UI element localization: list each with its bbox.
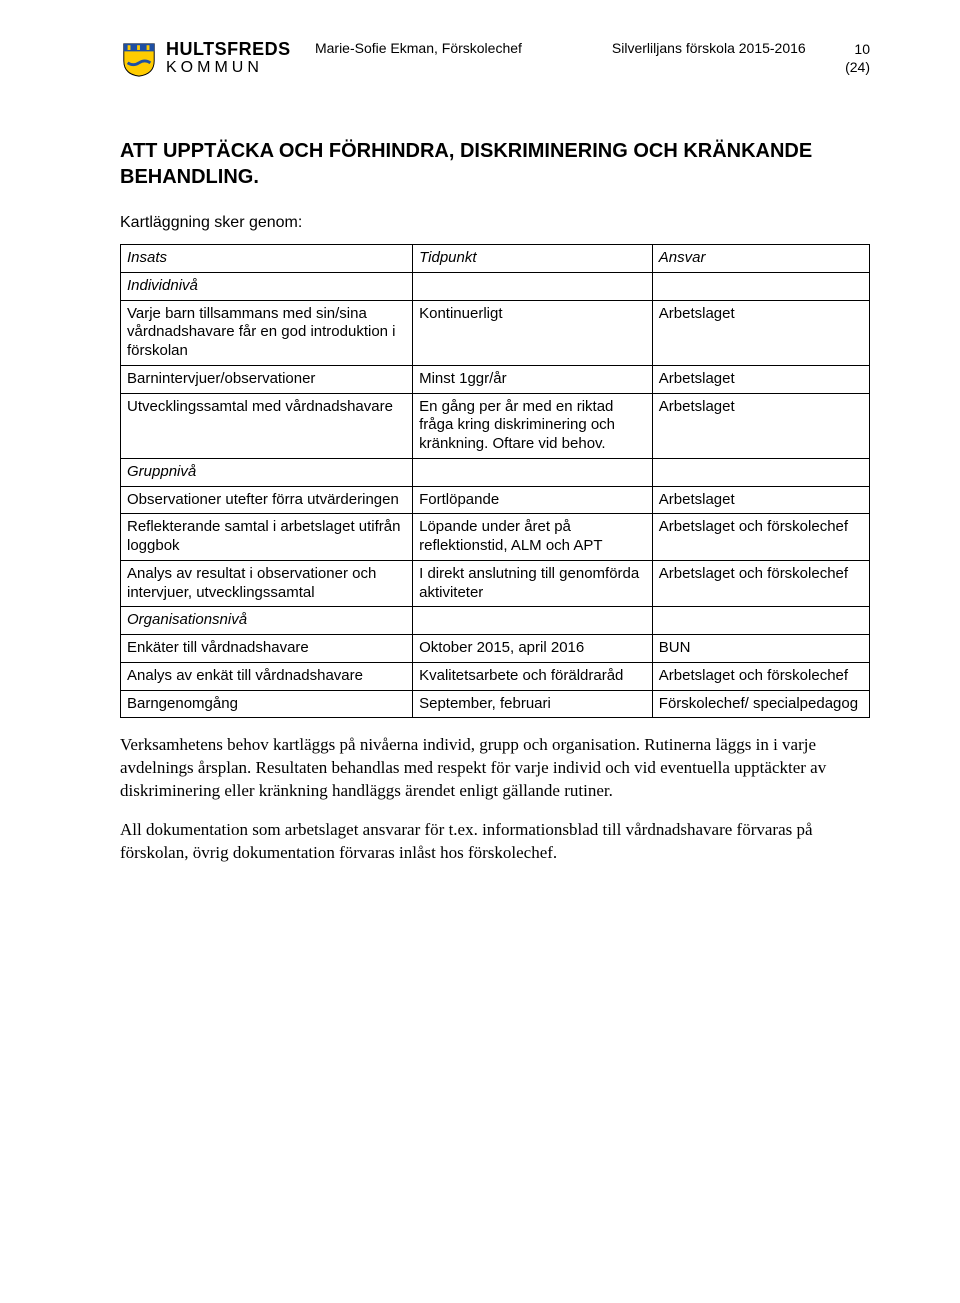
table-row: Varje barn tillsammans med sin/sina vård… xyxy=(121,300,870,365)
cell: Arbetslaget xyxy=(652,393,869,458)
cell: Barngenomgång xyxy=(121,690,413,718)
cell: Arbetslaget xyxy=(652,365,869,393)
header-meta: Marie-Sofie Ekman, Förskolechef Silverli… xyxy=(315,40,806,56)
page-number: 10 (24) xyxy=(830,40,870,76)
cell-empty xyxy=(652,272,869,300)
table-row: Utvecklingssamtal med vårdnadshavare En … xyxy=(121,393,870,458)
table-row: Barnintervjuer/observationer Minst 1ggr/… xyxy=(121,365,870,393)
th-insats: Insats xyxy=(121,245,413,273)
cell: Varje barn tillsammans med sin/sina vård… xyxy=(121,300,413,365)
cell: En gång per år med en riktad fråga kring… xyxy=(413,393,653,458)
cell: Utvecklingssamtal med vårdnadshavare xyxy=(121,393,413,458)
cell: Arbetslaget och förskolechef xyxy=(652,662,869,690)
cell: Förskolechef/ specialpedagog xyxy=(652,690,869,718)
cell-empty xyxy=(413,272,653,300)
cell-empty xyxy=(652,458,869,486)
cell: Analys av enkät till vårdnadshavare xyxy=(121,662,413,690)
page-total: (24) xyxy=(830,58,870,76)
level-row: Organisationsnivå xyxy=(121,607,870,635)
table-row: Analys av enkät till vårdnadshavare Kval… xyxy=(121,662,870,690)
page-no: 10 xyxy=(830,40,870,58)
table-row: Enkäter till vårdnadshavare Oktober 2015… xyxy=(121,635,870,663)
cell: Löpande under året på reflektionstid, AL… xyxy=(413,514,653,561)
paragraph-2: All dokumentation som arbetslaget ansvar… xyxy=(120,819,870,865)
brand-sub: KOMMUN xyxy=(166,60,291,76)
table-row: Observationer utefter förra utvärderinge… xyxy=(121,486,870,514)
intro-line: Kartläggning sker genom: xyxy=(120,214,870,232)
brand-text: HULTSFREDS KOMMUN xyxy=(166,40,291,76)
mapping-table: Insats Tidpunkt Ansvar Individnivå Varje… xyxy=(120,244,870,718)
section-title: ATT UPPTÄCKA OCH FÖRHINDRA, DISKRIMINERI… xyxy=(120,138,870,190)
level-row: Gruppnivå xyxy=(121,458,870,486)
cell: Oktober 2015, april 2016 xyxy=(413,635,653,663)
brand-name: HULTSFREDS xyxy=(166,40,291,58)
level-individ: Individnivå xyxy=(121,272,413,300)
cell-empty xyxy=(413,607,653,635)
shield-icon xyxy=(120,40,158,78)
table-head-row: Insats Tidpunkt Ansvar xyxy=(121,245,870,273)
cell: Kvalitetsarbete och föräldraråd xyxy=(413,662,653,690)
cell: I direkt anslutning till genomförda akti… xyxy=(413,560,653,607)
cell: Arbetslaget och förskolechef xyxy=(652,514,869,561)
table-row: Analys av resultat i observationer och i… xyxy=(121,560,870,607)
table-row: Reflekterande samtal i arbetslaget utifr… xyxy=(121,514,870,561)
paragraph-1: Verksamhetens behov kartläggs på nivåern… xyxy=(120,734,870,803)
th-ansvar: Ansvar xyxy=(652,245,869,273)
cell: Fortlöpande xyxy=(413,486,653,514)
document-page: HULTSFREDS KOMMUN Marie-Sofie Ekman, För… xyxy=(0,0,960,1303)
cell: Analys av resultat i observationer och i… xyxy=(121,560,413,607)
cell: Observationer utefter förra utvärderinge… xyxy=(121,486,413,514)
cell: Arbetslaget och förskolechef xyxy=(652,560,869,607)
cell: Arbetslaget xyxy=(652,300,869,365)
header-context: Silverliljans förskola 2015-2016 xyxy=(612,40,806,56)
cell: Barnintervjuer/observationer xyxy=(121,365,413,393)
cell-empty xyxy=(652,607,869,635)
level-row: Individnivå xyxy=(121,272,870,300)
level-org: Organisationsnivå xyxy=(121,607,413,635)
header-author: Marie-Sofie Ekman, Förskolechef xyxy=(315,40,522,56)
page-header: HULTSFREDS KOMMUN Marie-Sofie Ekman, För… xyxy=(120,40,870,78)
cell: Minst 1ggr/år xyxy=(413,365,653,393)
cell: BUN xyxy=(652,635,869,663)
table-row: Barngenomgång September, februari Försko… xyxy=(121,690,870,718)
cell: Kontinuerligt xyxy=(413,300,653,365)
cell: Enkäter till vårdnadshavare xyxy=(121,635,413,663)
brand-block: HULTSFREDS KOMMUN xyxy=(120,40,291,78)
th-tidpunkt: Tidpunkt xyxy=(413,245,653,273)
cell-empty xyxy=(413,458,653,486)
cell: Arbetslaget xyxy=(652,486,869,514)
level-grupp: Gruppnivå xyxy=(121,458,413,486)
cell: Reflekterande samtal i arbetslaget utifr… xyxy=(121,514,413,561)
cell: September, februari xyxy=(413,690,653,718)
